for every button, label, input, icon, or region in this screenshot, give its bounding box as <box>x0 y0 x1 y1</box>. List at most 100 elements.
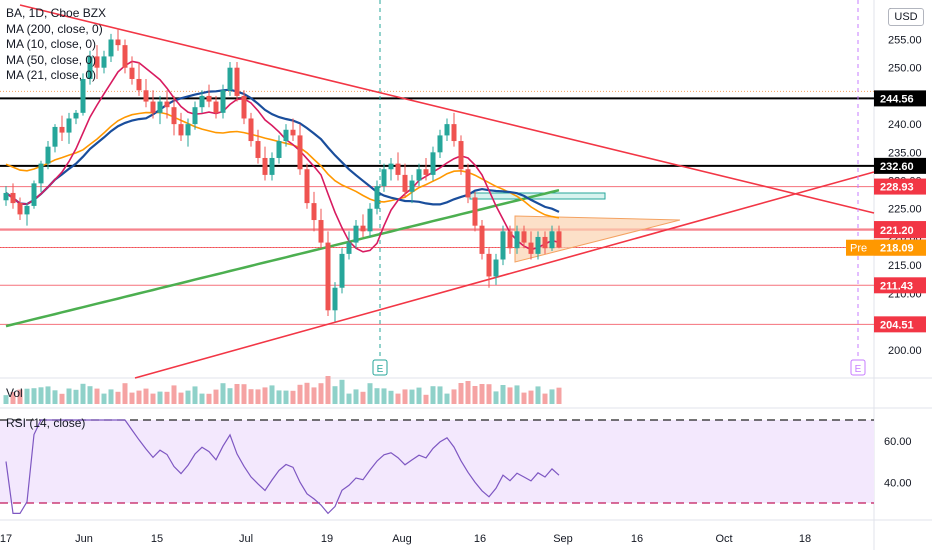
candle-body <box>66 118 72 133</box>
candle-body <box>332 287 338 311</box>
volume-bar <box>311 387 317 404</box>
candle-body <box>297 135 303 170</box>
candle-body <box>87 56 93 79</box>
volume-bar <box>241 384 247 404</box>
earnings-marker <box>372 359 388 376</box>
candle-body <box>101 56 107 68</box>
volume-bar <box>465 381 471 404</box>
volume-bar <box>150 393 156 404</box>
time-tick-label: Sep <box>553 533 573 545</box>
legend-ma50: MA (50, close, 0) <box>6 52 97 67</box>
volume-bar <box>87 386 93 404</box>
candle-body <box>59 126 65 133</box>
volume-bar <box>80 383 86 404</box>
earnings-marker-label: E <box>377 364 384 375</box>
volume-bar <box>101 393 107 404</box>
volume-bar <box>458 383 464 404</box>
volume-bar <box>374 388 380 404</box>
candle-body <box>451 124 457 142</box>
candle-body <box>542 236 548 249</box>
volume-bar <box>38 387 44 404</box>
volume-bar <box>276 390 282 404</box>
candle-body <box>290 129 296 136</box>
candle-body <box>213 101 219 113</box>
volume-bar <box>66 388 72 404</box>
price-badge-label: 204.51 <box>880 319 914 331</box>
volume-bar <box>185 390 191 404</box>
time-tick-label: 17 <box>0 533 12 545</box>
volume-bar <box>521 392 527 404</box>
candle-body <box>52 126 58 147</box>
candle-body <box>262 157 268 175</box>
candle-body <box>73 112 79 119</box>
volume-bar <box>500 385 506 404</box>
volume-bar <box>24 388 30 404</box>
volume-bar <box>430 386 436 404</box>
ma10-line <box>5 60 560 253</box>
volume-bar <box>528 390 534 404</box>
volume-bar <box>409 389 415 404</box>
candle-body <box>423 169 429 175</box>
volume-bar <box>108 389 114 404</box>
volume-bar <box>388 390 394 404</box>
legend-ma10: MA (10, close, 0) <box>6 37 97 51</box>
price-badge <box>874 316 926 333</box>
price-badge-label: 244.56 <box>880 93 914 105</box>
volume-bar <box>143 388 149 404</box>
legend-ma21: MA (21, close, 0) <box>6 68 97 82</box>
candle-body <box>549 231 555 249</box>
volume-bar <box>514 385 520 404</box>
candle-body <box>157 101 163 113</box>
volume-bar <box>325 376 331 404</box>
candle-body <box>395 163 401 175</box>
volume-bar <box>290 390 296 404</box>
volume-bar <box>262 387 268 404</box>
candle-body <box>129 67 135 79</box>
candle-body <box>122 45 128 68</box>
candle-body <box>465 169 471 198</box>
candle-body <box>493 259 499 277</box>
volume-bar <box>556 387 562 404</box>
legend-ma200: MA (200, close, 0) <box>6 21 103 36</box>
volume-bar <box>3 395 9 404</box>
candle-body <box>45 146 51 164</box>
candle-body <box>178 124 184 136</box>
candle-body <box>318 220 324 243</box>
candle-body <box>374 186 380 209</box>
volume-bar <box>115 391 121 404</box>
candle-body <box>234 67 240 96</box>
candle-body <box>304 169 310 204</box>
volume-bar <box>213 389 219 404</box>
volume-bar <box>304 382 310 404</box>
price-badge <box>874 157 926 174</box>
candle-body <box>416 169 422 181</box>
volume-bar <box>381 388 387 404</box>
rsi-line <box>5 419 560 515</box>
volume-bar <box>171 385 177 404</box>
volume-bar <box>157 391 163 404</box>
volume-bar <box>234 384 240 404</box>
legend-symbol: BA, 1D, Cboe BZX <box>6 6 107 20</box>
candle-body <box>283 129 289 142</box>
rsi-tick-label: 40.00 <box>884 477 912 489</box>
volume-bar <box>178 392 184 404</box>
volume-bar <box>227 388 233 404</box>
trendline-down <box>19 4 875 214</box>
volume-bar <box>507 387 513 404</box>
volume-pane <box>3 376 562 404</box>
volume-bar <box>73 389 79 404</box>
earnings-marker <box>850 359 866 376</box>
volume-bar <box>122 383 128 404</box>
volume-bar <box>437 386 443 404</box>
volume-bar <box>297 384 303 404</box>
volume-bar <box>318 383 324 404</box>
candle-body <box>269 157 275 175</box>
price-badge-label: 218.09 <box>880 243 914 255</box>
volume-bar <box>423 394 429 404</box>
candle-body <box>185 124 191 136</box>
volume-bar <box>451 389 457 404</box>
volume-bar <box>220 383 226 404</box>
currency-button[interactable]: USD <box>888 8 924 26</box>
volume-bar <box>486 384 492 404</box>
